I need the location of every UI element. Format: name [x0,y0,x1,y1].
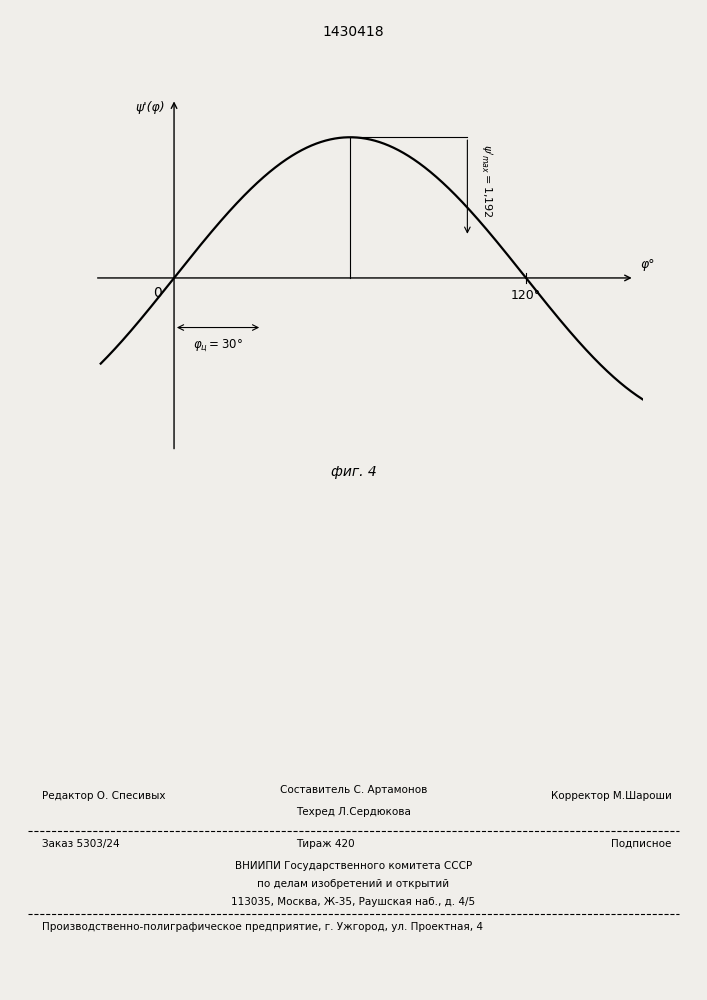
Text: ВНИИПИ Государственного комитета СССР: ВНИИПИ Государственного комитета СССР [235,861,472,871]
Text: Заказ 5303/24: Заказ 5303/24 [42,839,120,849]
Text: ψ'(φ): ψ'(φ) [136,101,165,114]
Text: Тираж 420: Тираж 420 [296,839,354,849]
Text: Составитель С. Артамонов: Составитель С. Артамонов [280,785,427,795]
Text: $\psi'_{max}=1{,}192$: $\psi'_{max}=1{,}192$ [479,144,494,218]
Text: 0: 0 [153,286,163,300]
Text: по делам изобретений и открытий: по делам изобретений и открытий [257,879,450,889]
Text: Корректор М.Шароши: Корректор М.Шароши [551,791,672,801]
Text: Редактор О. Спесивых: Редактор О. Спесивых [42,791,166,801]
Text: Подписное: Подписное [612,839,672,849]
Text: Производственно-полиграфическое предприятие, г. Ужгород, ул. Проектная, 4: Производственно-полиграфическое предприя… [42,922,484,932]
Text: фиг. 4: фиг. 4 [331,465,376,479]
Text: 113035, Москва, Ж-35, Раушская наб., д. 4/5: 113035, Москва, Ж-35, Раушская наб., д. … [231,897,476,907]
Text: φ°: φ° [641,258,655,271]
Text: 1430418: 1430418 [322,25,385,39]
Text: $\varphi_{ц}=30°$: $\varphi_{ц}=30°$ [193,338,243,354]
Text: Техред Л.Сердюкова: Техред Л.Сердюкова [296,807,411,817]
Text: 120°: 120° [511,289,541,302]
